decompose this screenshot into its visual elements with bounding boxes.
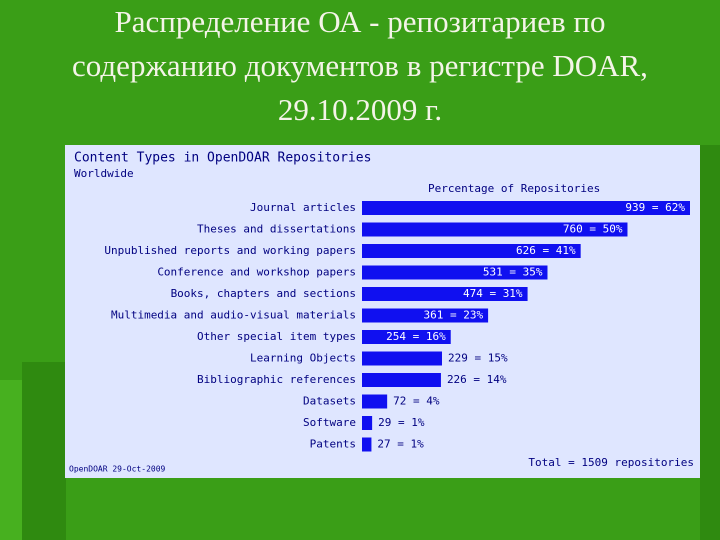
bar [362, 201, 690, 215]
bar [362, 394, 388, 409]
value-label: 361 = 23% [423, 309, 483, 322]
note: Total = 1509 repositories [528, 456, 694, 469]
decor [22, 362, 66, 540]
source: OpenDOAR 29-Oct-2009 [69, 465, 166, 474]
value-label: 254 = 16% [386, 330, 446, 343]
chart-title: Content Types in OpenDOAR Repositories [74, 151, 371, 166]
category-label: Books, chapters and sections [171, 287, 356, 300]
category-label: Journal articles [250, 201, 356, 214]
bar [362, 287, 528, 301]
category-label: Multimedia and audio-visual materials [111, 309, 356, 322]
decor [0, 380, 22, 540]
category-label: Unpublished reports and working papers [104, 244, 356, 257]
value-label: 226 = 14% [447, 373, 507, 386]
value-label: 27 = 1% [377, 438, 424, 451]
value-label: 229 = 15% [448, 352, 508, 365]
bar [362, 437, 372, 452]
value-label: 72 = 4% [393, 395, 440, 408]
category-label: Learning Objects [250, 352, 356, 365]
bar [362, 244, 581, 258]
bar [362, 351, 442, 366]
category-label: Software [303, 416, 356, 429]
category-label: Datasets [303, 395, 356, 408]
bar [362, 416, 373, 430]
value-label: 626 = 41% [516, 244, 576, 257]
value-label: 474 = 31% [463, 287, 523, 300]
slide-title: Распределение ОА - репозитариев по содер… [72, 4, 648, 127]
bar [362, 265, 548, 280]
category-label: Patents [310, 438, 356, 451]
value-label: 939 = 62% [625, 201, 685, 214]
category-label: Theses and dissertations [197, 223, 356, 236]
decor [700, 145, 720, 540]
axis-label: Percentage of Repositories [428, 182, 600, 195]
category-label: Conference and workshop papers [157, 266, 356, 279]
bar [362, 330, 451, 344]
chart-subtitle: Worldwide [74, 167, 134, 180]
value-label: 760 = 50% [563, 223, 623, 236]
bar [362, 308, 489, 323]
bar [362, 222, 628, 237]
value-label: 531 = 35% [483, 266, 543, 279]
value-label: 29 = 1% [378, 416, 425, 429]
bar [362, 373, 441, 387]
category-label: Bibliographic references [197, 373, 356, 386]
category-label: Other special item types [197, 330, 356, 343]
